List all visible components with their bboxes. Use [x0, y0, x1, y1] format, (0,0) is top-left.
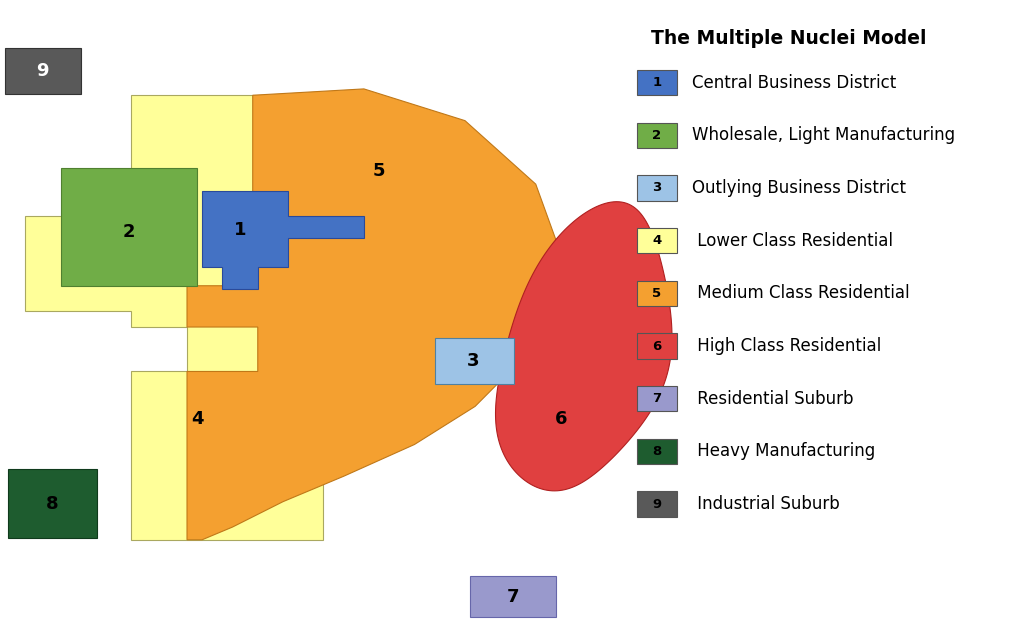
- Text: Wholesale, Light Manufacturing: Wholesale, Light Manufacturing: [692, 126, 955, 144]
- FancyBboxPatch shape: [637, 175, 677, 201]
- Text: 2: 2: [122, 223, 134, 241]
- Text: The Multiple Nuclei Model: The Multiple Nuclei Model: [650, 29, 927, 48]
- Text: Outlying Business District: Outlying Business District: [692, 179, 906, 197]
- Text: 3: 3: [652, 182, 662, 194]
- Polygon shape: [187, 89, 561, 540]
- Polygon shape: [202, 190, 364, 289]
- Text: 4: 4: [190, 410, 204, 428]
- FancyBboxPatch shape: [637, 228, 677, 253]
- Text: 5: 5: [652, 287, 662, 300]
- FancyBboxPatch shape: [637, 123, 677, 148]
- Text: 6: 6: [652, 340, 662, 352]
- Text: Heavy Manufacturing: Heavy Manufacturing: [692, 443, 876, 460]
- FancyBboxPatch shape: [637, 70, 677, 95]
- FancyBboxPatch shape: [5, 48, 81, 94]
- Text: 5: 5: [373, 163, 385, 180]
- Text: 3: 3: [467, 352, 479, 370]
- FancyBboxPatch shape: [470, 576, 556, 617]
- FancyBboxPatch shape: [637, 281, 677, 306]
- Text: Central Business District: Central Business District: [692, 74, 897, 91]
- Text: 9: 9: [652, 498, 662, 511]
- Text: High Class Residential: High Class Residential: [692, 337, 882, 355]
- Text: 7: 7: [652, 392, 662, 405]
- Text: Industrial Suburb: Industrial Suburb: [692, 495, 840, 513]
- Text: 8: 8: [652, 445, 662, 458]
- Polygon shape: [26, 95, 324, 540]
- Text: 7: 7: [506, 588, 519, 606]
- FancyBboxPatch shape: [60, 168, 197, 286]
- FancyBboxPatch shape: [637, 491, 677, 517]
- Text: 4: 4: [652, 234, 662, 247]
- FancyBboxPatch shape: [637, 439, 677, 464]
- Text: 2: 2: [652, 129, 662, 142]
- Text: 1: 1: [234, 221, 247, 239]
- Text: 6: 6: [555, 410, 567, 428]
- Text: 9: 9: [36, 62, 49, 80]
- Text: Medium Class Residential: Medium Class Residential: [692, 284, 910, 302]
- Text: Residential Suburb: Residential Suburb: [692, 390, 854, 408]
- FancyBboxPatch shape: [637, 333, 677, 359]
- FancyBboxPatch shape: [637, 386, 677, 411]
- Polygon shape: [496, 202, 672, 491]
- Text: 8: 8: [46, 495, 58, 512]
- FancyBboxPatch shape: [8, 469, 97, 538]
- Text: 1: 1: [652, 76, 662, 89]
- Text: Lower Class Residential: Lower Class Residential: [692, 232, 893, 250]
- FancyBboxPatch shape: [434, 338, 513, 384]
